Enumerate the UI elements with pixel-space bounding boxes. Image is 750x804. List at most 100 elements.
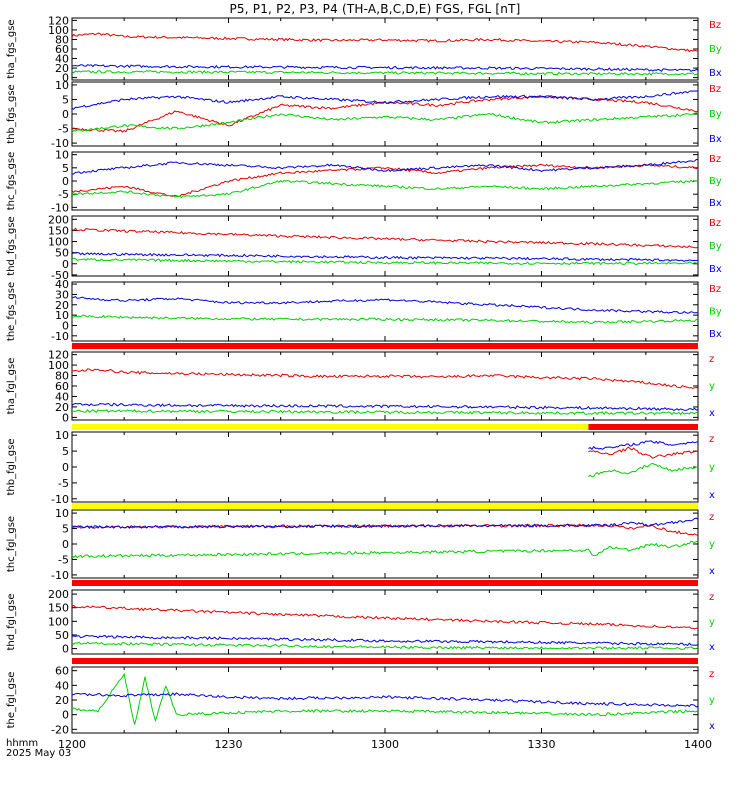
- legend-entry: Bx: [709, 134, 722, 145]
- panel-frame: [71, 431, 699, 503]
- x-tick-label: 1400: [684, 738, 712, 751]
- x-tick-label: 1330: [528, 738, 556, 751]
- panel-thb_fgl_gse: 10 5 0 -5 -10 thb_fgl_gse z y x: [6, 429, 715, 506]
- legend-entry: Bz: [709, 154, 721, 165]
- status-bar: [72, 580, 698, 586]
- panel-thc_fgl_gse: 10 5 0 -5 -10 thc_fgl_gse z y x: [6, 507, 715, 582]
- legend-entry: z: [709, 512, 714, 523]
- status-bar: [72, 503, 698, 509]
- legend-entry: z: [709, 669, 714, 680]
- series-line-Bx: [71, 64, 699, 73]
- x-unit-label: hhmm: [6, 738, 39, 749]
- y-tick-label: 10: [55, 309, 69, 322]
- y-tick-label: 40: [55, 679, 69, 692]
- series-line-Bx: [71, 252, 699, 262]
- y-tick-label: 5: [62, 162, 69, 175]
- x-tick-label: 1230: [215, 738, 243, 751]
- y-tick-label: 200: [48, 588, 69, 601]
- series-line-Bx: [71, 295, 699, 314]
- series-line-Bz: [71, 163, 699, 197]
- y-axis-label: thb_fgs_gse: [6, 84, 17, 143]
- panel-frame: [71, 351, 699, 421]
- series-line-y: [71, 672, 699, 725]
- panel-frame: [71, 151, 699, 211]
- legend-entry: x: [709, 721, 715, 732]
- legend-entry: z: [709, 592, 714, 603]
- legend-entry: Bx: [709, 68, 722, 79]
- series-line-z: [71, 604, 699, 630]
- y-tick-label: 0: [62, 72, 69, 85]
- legend-entry: By: [709, 307, 722, 318]
- series-line-z: [588, 446, 699, 459]
- series-line-By: [71, 69, 699, 76]
- y-tick-label: 10: [55, 507, 69, 520]
- legend-entry: Bx: [709, 264, 722, 275]
- y-tick-label: -20: [51, 723, 69, 736]
- y-tick-label: -10: [51, 493, 69, 506]
- y-tick-label: 120: [48, 14, 69, 27]
- y-axis-label: tha_fgs_gse: [6, 19, 17, 78]
- y-tick-label: 5: [62, 523, 69, 536]
- y-tick-label: 5: [62, 93, 69, 106]
- x-axis-footer: hhmm 2025 May 03: [6, 739, 71, 759]
- panel-frame: [71, 589, 699, 655]
- series-line-Bz: [71, 227, 699, 249]
- y-tick-label: 20: [55, 401, 69, 414]
- legend-entry: By: [709, 176, 722, 187]
- y-tick-label: 0: [62, 709, 69, 722]
- series-line-z: [71, 368, 699, 390]
- x-tick-label: 1200: [58, 738, 86, 751]
- legend-entry: By: [709, 44, 722, 55]
- legend-entry: y: [709, 462, 715, 473]
- series-line-x: [71, 692, 699, 708]
- y-tick-label: -5: [58, 123, 69, 136]
- y-tick-label: 100: [48, 615, 69, 628]
- series-line-y: [588, 462, 698, 478]
- status-bar: [72, 658, 698, 664]
- series-line-y: [71, 641, 699, 651]
- series-line-By: [71, 112, 699, 133]
- legend-entry: y: [709, 695, 715, 706]
- legend-entry: x: [709, 490, 715, 501]
- legend-entry: Bz: [709, 284, 721, 295]
- y-tick-label: 30: [55, 288, 69, 301]
- y-axis-label: the_fgl_gse: [6, 672, 17, 729]
- y-tick-label: -10: [51, 330, 69, 343]
- legend-entry: By: [709, 109, 722, 120]
- y-tick-label: 10: [55, 149, 69, 162]
- y-axis-label: tha_fgl_gse: [6, 358, 17, 415]
- legend-entry: y: [709, 381, 715, 392]
- legend-entry: x: [709, 408, 715, 419]
- y-tick-label: -10: [51, 137, 69, 150]
- y-tick-label: 50: [55, 247, 69, 260]
- y-tick-label: 0: [62, 258, 69, 271]
- series-line-By: [71, 179, 699, 199]
- legend-entry: By: [709, 241, 722, 252]
- y-tick-label: -5: [58, 553, 69, 566]
- series-line-By: [71, 314, 699, 325]
- y-tick-label: 0: [62, 538, 69, 551]
- y-axis-label: thd_fgs_gse: [6, 216, 17, 275]
- series-line-Bz: [71, 32, 699, 53]
- y-tick-label: 150: [48, 602, 69, 615]
- y-axis-label: the_fgs_gse: [6, 282, 17, 341]
- y-tick-label: 0: [62, 461, 69, 474]
- series-line-z: [71, 523, 699, 536]
- y-tick-label: -5: [58, 477, 69, 490]
- y-tick-label: 100: [48, 24, 69, 37]
- y-tick-label: 10: [55, 79, 69, 92]
- panel-thb_fgs_gse: 105 0 -5-10 thb_fgs_gse Bz By Bx: [6, 79, 722, 150]
- status-bar: [72, 343, 698, 349]
- legend-entry: x: [709, 642, 715, 653]
- status-bar: [588, 424, 698, 430]
- y-tick-label: 60: [55, 43, 69, 56]
- y-tick-label: 0: [62, 175, 69, 188]
- series-line-x: [71, 402, 699, 412]
- x-tick-label: 1300: [371, 738, 399, 751]
- series-line-x: [588, 440, 699, 451]
- y-tick-label: 0: [62, 643, 69, 656]
